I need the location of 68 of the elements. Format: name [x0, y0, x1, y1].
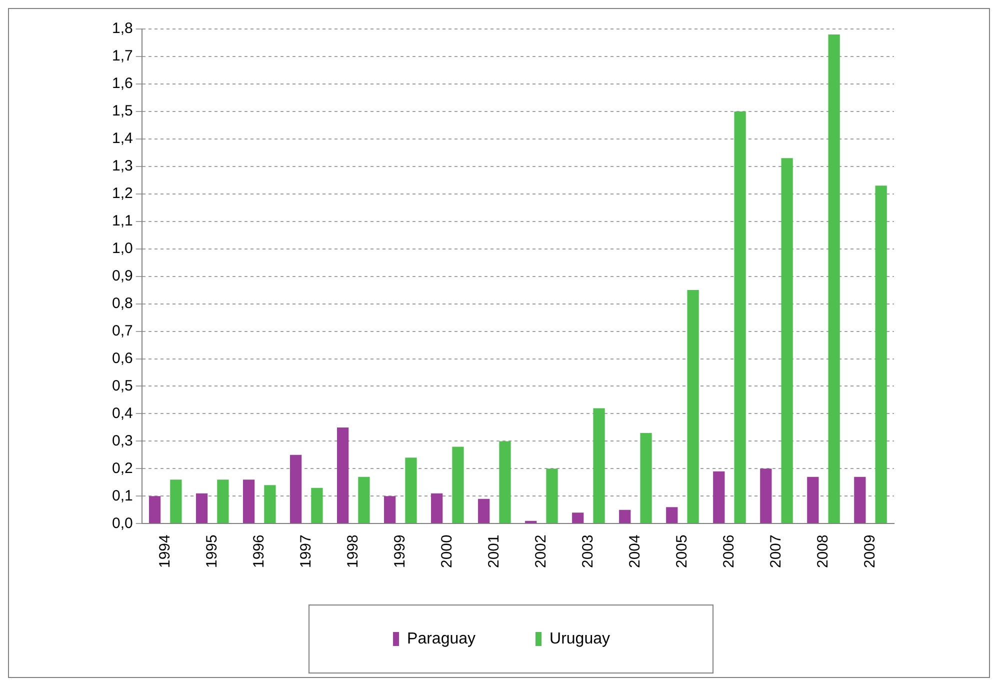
bar: [781, 158, 793, 524]
x-tick-label: 2007: [768, 534, 785, 568]
bar: [452, 446, 464, 524]
bar: [828, 34, 840, 524]
bar: [499, 441, 511, 524]
bar: [760, 468, 772, 524]
y-tick-label: 0,3: [112, 432, 133, 450]
y-tick-label: 1,8: [112, 20, 133, 38]
bar: [337, 427, 349, 524]
x-tick-label: 1999: [392, 534, 409, 568]
bar: [311, 488, 323, 524]
x-tick-label: 2002: [532, 534, 550, 568]
bar: [405, 458, 417, 524]
x-tick-label: 1997: [298, 534, 315, 568]
x-tick-label: 2001: [486, 534, 503, 568]
y-tick-label: 1,1: [112, 212, 133, 230]
bar: [217, 480, 229, 524]
y-tick-label: 0,1: [112, 487, 133, 504]
bar: [384, 496, 396, 524]
bar: [290, 454, 302, 524]
legend-label: Paraguay: [407, 630, 476, 648]
y-tick-label: 0,0: [112, 514, 133, 532]
bar: [666, 507, 678, 524]
bar: [619, 510, 631, 524]
bar: [807, 476, 819, 524]
y-tick-label: 1,0: [112, 240, 133, 257]
bar: [546, 468, 558, 524]
bar: [242, 480, 255, 524]
bar: [875, 186, 887, 524]
x-tick-label: 2003: [580, 534, 597, 568]
bar: [593, 408, 605, 524]
y-tick-label: 0,8: [112, 294, 133, 312]
y-tick-label: 0,6: [112, 350, 133, 367]
y-tick-label: 1,5: [112, 102, 133, 120]
x-tick-label: 1995: [204, 534, 221, 568]
x-tick-label: 1998: [344, 534, 362, 568]
x-tick-label: 2000: [438, 534, 456, 568]
x-tick-label: 1994: [156, 534, 174, 568]
bar: [854, 476, 866, 524]
bar: [478, 498, 490, 524]
y-tick-label: 1,2: [112, 185, 133, 202]
bar: [264, 485, 276, 524]
bar: [640, 432, 652, 524]
x-tick-label: 2004: [626, 534, 644, 568]
y-tick-label: 1,4: [112, 130, 133, 148]
x-tick-label: 2008: [814, 534, 832, 568]
y-tick-label: 1,6: [112, 75, 133, 92]
bar: [713, 471, 725, 524]
x-tick-label: 2005: [674, 534, 691, 568]
y-tick-label: 0,9: [112, 267, 133, 284]
legend-label: Uruguay: [550, 630, 610, 648]
bar: [431, 493, 443, 524]
bar: [358, 476, 370, 524]
y-tick-label: 1,7: [112, 48, 133, 65]
y-tick-label: 0,4: [112, 404, 133, 422]
y-tick-label: 1,3: [112, 158, 133, 175]
x-tick-label: 2009: [862, 534, 879, 568]
bar: [734, 111, 746, 524]
bar: [687, 290, 699, 524]
bar: [572, 512, 584, 524]
bar: [148, 496, 161, 524]
x-tick-label: 1996: [250, 534, 268, 568]
y-tick-label: 0,2: [112, 460, 133, 477]
x-tick-label: 2006: [720, 534, 738, 568]
y-tick-label: 0,5: [112, 377, 133, 394]
y-tick-label: 0,7: [112, 322, 133, 340]
bar: [170, 480, 182, 524]
bar: [196, 493, 208, 524]
